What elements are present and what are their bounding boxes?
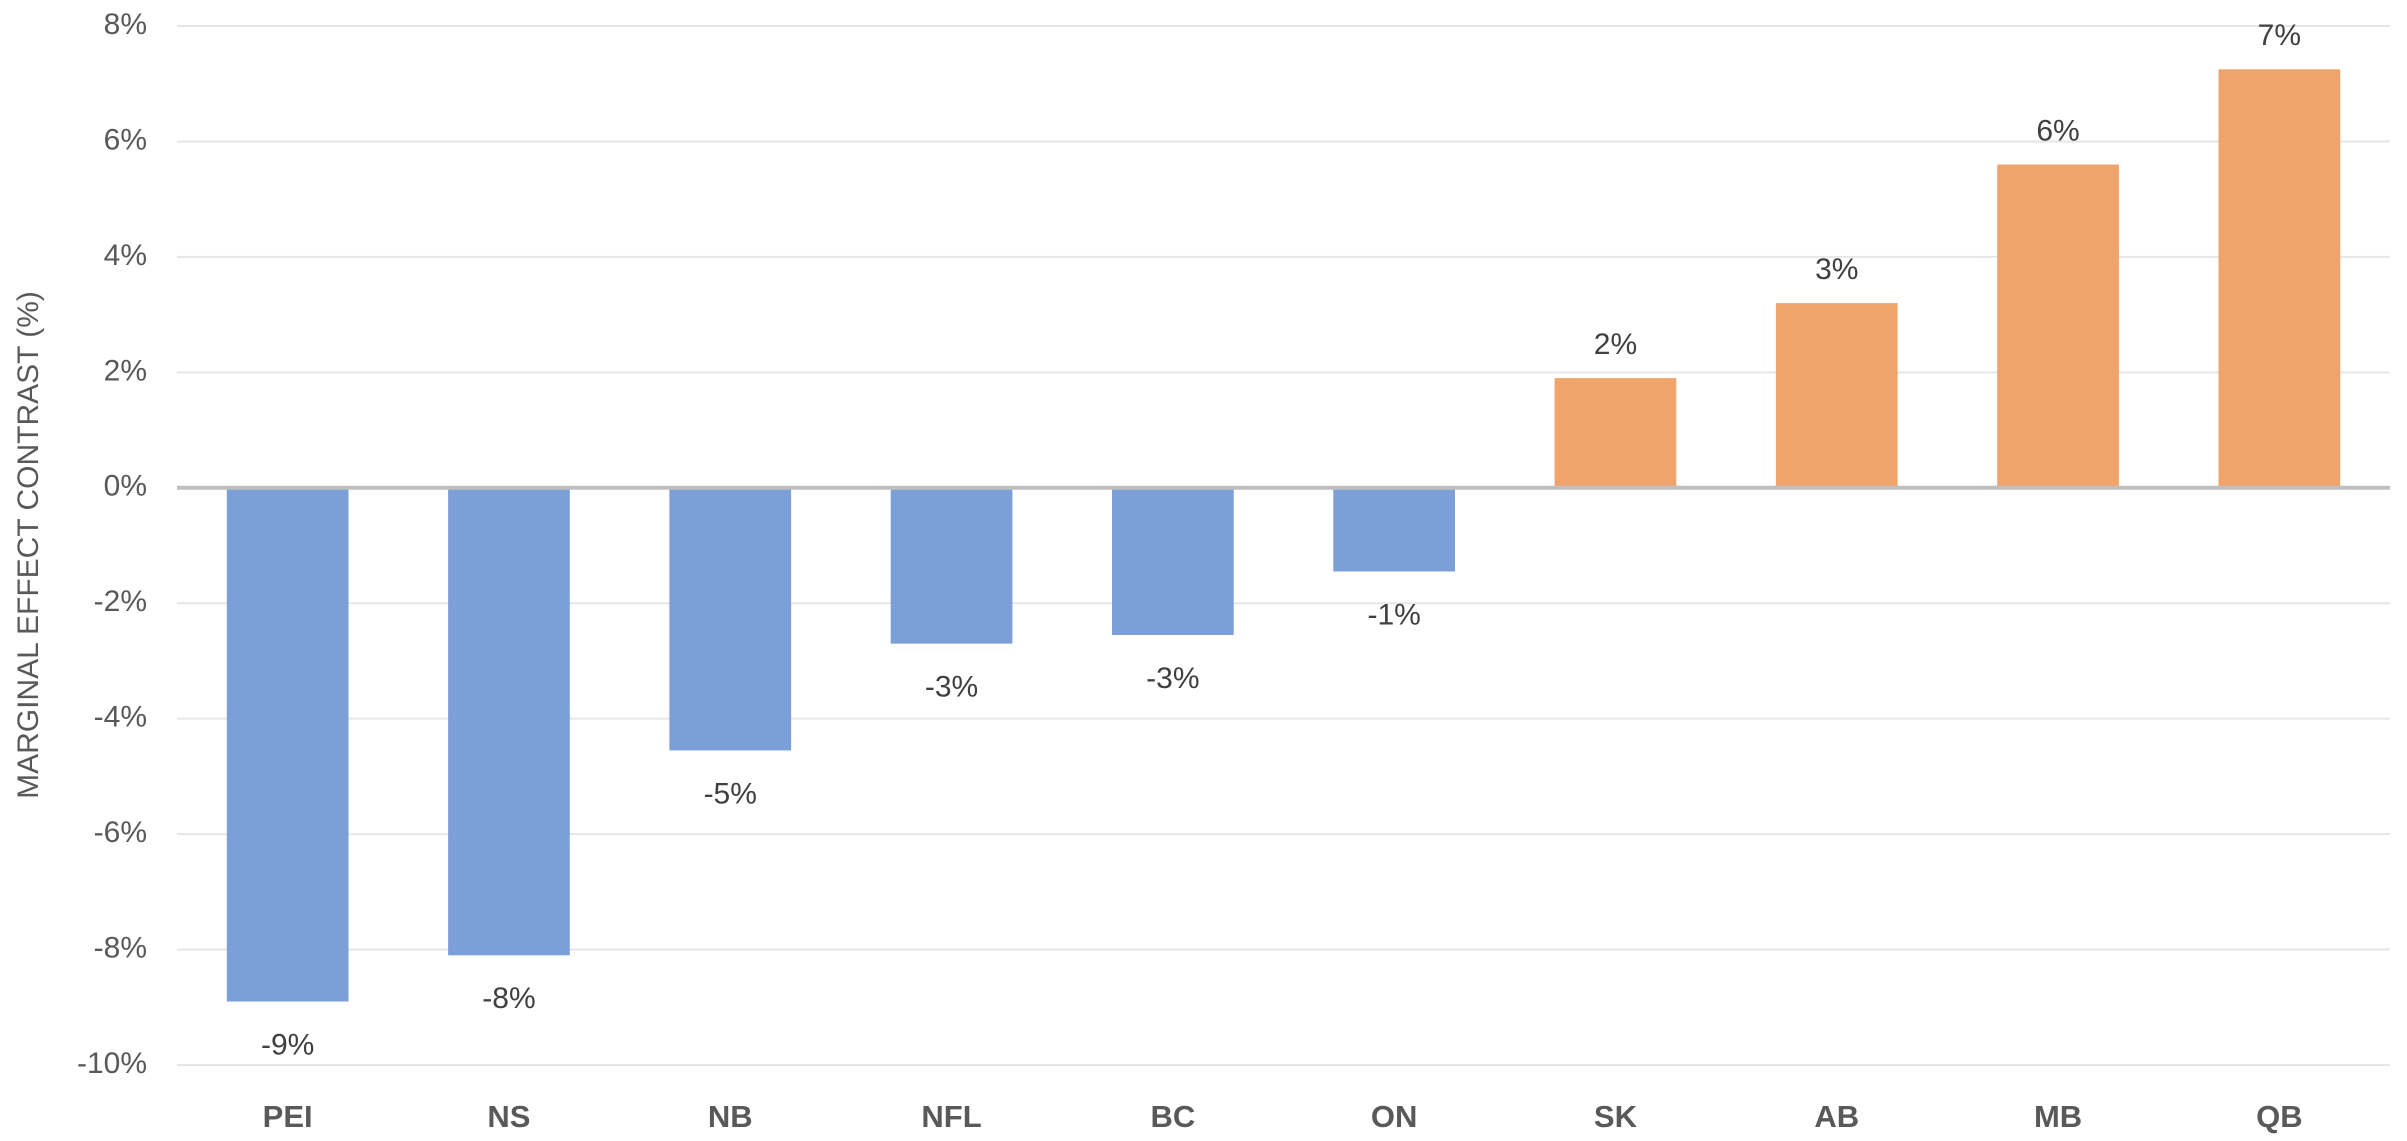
x-tick-label: AB — [1814, 1099, 1859, 1134]
value-label: 7% — [2258, 19, 2301, 52]
x-tick-label: NFL — [921, 1099, 981, 1134]
x-tick-label: MB — [2034, 1099, 2082, 1134]
x-tick-label: PEI — [263, 1099, 313, 1134]
y-tick-label: -8% — [94, 931, 147, 964]
bar — [1111, 487, 1234, 635]
value-label: -9% — [261, 1028, 314, 1061]
value-label: -3% — [925, 671, 978, 704]
x-tick-label: NS — [487, 1099, 530, 1134]
value-label: -1% — [1367, 598, 1420, 631]
y-tick-label: 0% — [104, 470, 147, 503]
bar — [1333, 487, 1456, 572]
x-tick-label: ON — [1371, 1099, 1418, 1134]
value-label: 6% — [2036, 114, 2079, 147]
y-tick-label: -4% — [94, 701, 147, 734]
bar — [1997, 164, 2119, 488]
bar — [890, 487, 1013, 644]
value-label: 3% — [1815, 253, 1858, 286]
y-tick-label: -2% — [94, 585, 147, 618]
y-tick-label: -6% — [94, 816, 147, 849]
y-tick-label: 2% — [104, 354, 147, 387]
bar — [1554, 378, 1677, 488]
x-tick-label: NB — [708, 1099, 753, 1134]
y-tick-label: 6% — [104, 123, 147, 156]
x-tick-label: BC — [1150, 1099, 1195, 1134]
x-tick-label: SK — [1594, 1099, 1638, 1134]
value-label: -3% — [1146, 662, 1199, 695]
y-tick-label: -10% — [77, 1047, 147, 1080]
value-label: -5% — [704, 777, 757, 810]
value-label: 2% — [1594, 328, 1637, 361]
y-tick-label: 4% — [104, 239, 147, 272]
bar — [448, 487, 570, 956]
y-axis-title: MARGINAL EFFECT CONTRAST (%) — [12, 291, 45, 799]
x-tick-label: QB — [2256, 1099, 2303, 1134]
bar — [1775, 303, 1898, 488]
value-label: -8% — [482, 982, 535, 1015]
bar — [226, 487, 349, 1002]
bar — [669, 487, 792, 751]
y-tick-label: 8% — [104, 8, 147, 41]
bar — [2218, 69, 2341, 488]
